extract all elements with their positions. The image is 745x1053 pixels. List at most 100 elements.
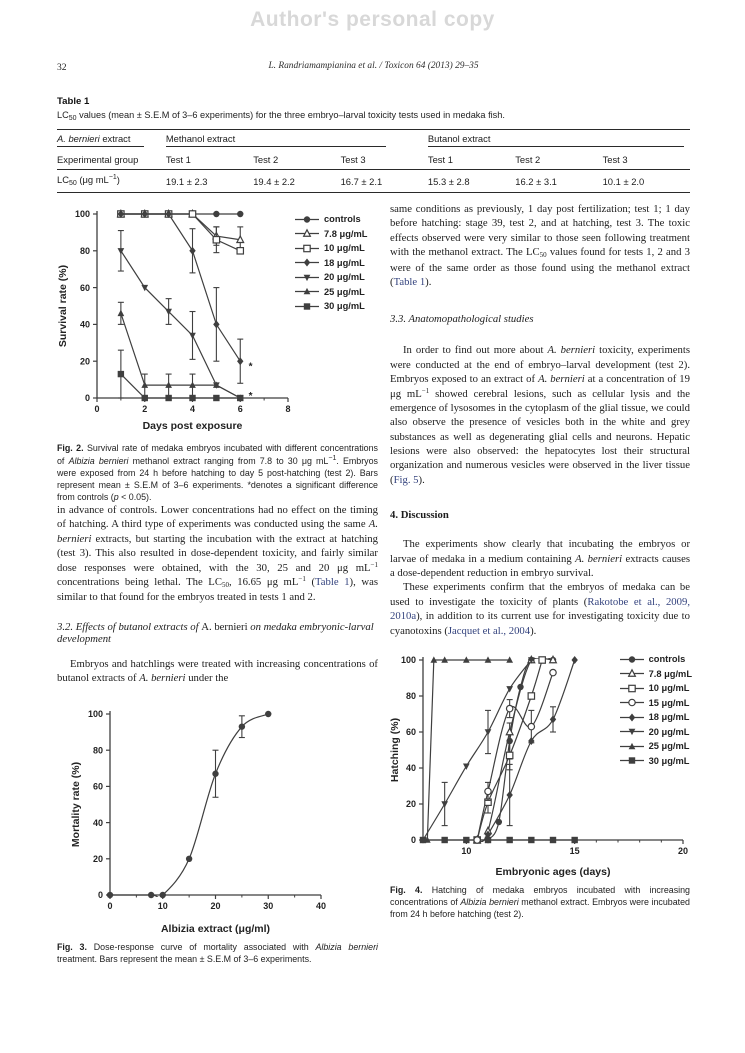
svg-text:80: 80 — [93, 745, 103, 755]
text-segment: These experiments confirm that the embry… — [390, 581, 690, 608]
svg-text:Survival rate (%): Survival rate (%) — [57, 265, 69, 347]
section-3-2-heading: 3.2. Effects of butanol extracts of A. b… — [57, 621, 378, 645]
text-segment: Albizia bernieri — [68, 456, 129, 467]
text-segment: , 16.65 μg mL — [228, 576, 299, 589]
section-4-heading: 4. Discussion — [390, 509, 449, 522]
legend-marker-icon — [295, 258, 319, 267]
text-segment: LC — [57, 174, 69, 185]
text-segment: ). — [425, 275, 432, 288]
fig3-chart: 0 20 40 60 80 100 0 10 20 30 40 Albizia extract (μg… — [57, 700, 378, 937]
svg-text:20: 20 — [678, 846, 688, 856]
legend-label: 25 μg/mL — [324, 286, 365, 297]
lc50-value-m1: 19.1 ± 2.3 — [165, 176, 208, 187]
svg-text:6: 6 — [238, 404, 243, 414]
text-segment: A. bernieri — [57, 133, 100, 144]
citation-link[interactable]: Jacquet et al., 2004 — [447, 624, 531, 637]
text-segment: values (mean ± S.E.M of 3–6 experiments)… — [76, 110, 505, 120]
text-segment: treatment. Bars represent the mean ± S.E… — [57, 953, 312, 964]
text-segment: extracts, but starting the incubation wi… — [57, 532, 378, 574]
svg-text:0: 0 — [107, 901, 112, 911]
text-segment: ) — [116, 174, 120, 185]
svg-text:Hatching (%): Hatching (%) — [390, 718, 401, 782]
citation-link[interactable]: Table 1 — [393, 275, 426, 288]
legend-label: 30 μg/mL — [648, 755, 690, 766]
text-segment: Fig. 2. — [57, 443, 84, 453]
text-segment: (μg mL — [76, 174, 109, 185]
text-segment: ). — [530, 624, 537, 637]
text-segment: showed cerebral lesions, such as cellula… — [390, 387, 690, 486]
legend-label: 7.8 μg/mL — [648, 668, 692, 679]
text-segment: < 0.05). — [118, 492, 152, 503]
legend-item: 10 μg/mL — [294, 241, 367, 256]
text-segment: Dose-response curve of mortality associa… — [86, 941, 316, 952]
text-segment: same conditions as previously, 1 day pos… — [390, 203, 690, 259]
col-header-test3-methanol: Test 3 — [340, 150, 428, 170]
legend-marker-icon — [295, 274, 319, 281]
svg-text:20: 20 — [80, 356, 90, 366]
text-segment: Hatching of medaka embryos incubated wit… — [390, 885, 690, 908]
svg-text:Mortality rate (%): Mortality rate (%) — [70, 762, 82, 847]
journal-citation: L. Randriamampianina et al. / Toxicon 64… — [268, 61, 479, 71]
lc50-value-b3: 10.1 ± 2.0 — [602, 176, 645, 187]
table1-section: Table 1 LC50 values (mean ± S.E.M of 3–6… — [57, 96, 690, 193]
text-segment: Fig. 3. — [57, 941, 87, 952]
legend-item: 20 μg/mL — [619, 725, 692, 740]
svg-text:60: 60 — [93, 781, 103, 791]
svg-text:40: 40 — [406, 763, 416, 773]
svg-text:100: 100 — [401, 655, 416, 665]
lc50-value-b1: 15.3 ± 2.8 — [427, 176, 470, 187]
legend-item: 7.8 μg/mL — [294, 227, 367, 242]
lc50-value-b2: 16.2 ± 3.1 — [515, 176, 557, 187]
text-segment: ). — [418, 473, 425, 486]
fig2-caption: Fig. 2. Survival rate of medaka embryos … — [57, 442, 378, 503]
legend-marker-icon — [619, 684, 644, 693]
text-segment: methanol extract ranging from 7.8 to 30 … — [128, 456, 329, 467]
col-header-test3-butanol: Test 3 — [602, 150, 690, 170]
col-header-test1-methanol: Test 1 — [165, 150, 254, 170]
paragraph-anatomopathology: In order to find out more about A. berni… — [390, 343, 690, 487]
text-segment: −1 — [421, 386, 430, 395]
svg-text:20: 20 — [210, 901, 220, 911]
citation-link[interactable]: Table 1 — [315, 576, 350, 589]
fig4-chart: 0 20 40 60 80 100 10 15 20 Embryonic ages (days) H… — [390, 650, 690, 880]
legend-item: 10 μg/mL — [619, 681, 692, 696]
svg-text:Days post exposure: Days post exposure — [143, 420, 243, 432]
citation-link[interactable]: Fig. 5 — [393, 473, 419, 486]
svg-text:80: 80 — [80, 246, 90, 256]
svg-text:30: 30 — [263, 901, 273, 911]
svg-text:8: 8 — [285, 404, 290, 414]
legend-item: 18 μg/mL — [619, 710, 692, 725]
paragraph-butanol-intro: Embryos and hatchlings were treated with… — [57, 657, 378, 686]
text-segment: extracts causes a dose-dependent reducti… — [390, 552, 690, 580]
col-header-test2-butanol: Test 2 — [515, 150, 603, 170]
citation-link[interactable]: Rakotobe et al., 2009, 2010a — [390, 595, 690, 623]
figure-2: 0 20 40 60 80 100 0 2 4 6 8 Days post exposure Survi… — [57, 202, 378, 434]
legend-marker-icon — [295, 228, 319, 238]
svg-text:20: 20 — [93, 854, 103, 864]
text-segment: p — [113, 492, 119, 503]
text-segment: extract — [99, 133, 131, 144]
legend-label: controls — [324, 214, 361, 225]
svg-text:60: 60 — [80, 283, 90, 293]
legend-label: 18 μg/mL — [648, 712, 690, 723]
text-segment: toxicity, experiments were conducted at … — [390, 344, 690, 386]
text-segment: at a concentration of 19 μg mL — [390, 373, 690, 400]
text-segment: In order to find out more about — [403, 344, 548, 357]
svg-text:80: 80 — [406, 691, 416, 701]
text-segment: A. bernieri — [575, 552, 623, 565]
text-segment: in advance of controls. Lower concentrat… — [57, 504, 378, 531]
legend-marker-icon — [619, 698, 644, 707]
legend-marker-icon — [619, 729, 644, 736]
legend-label: 30 μg/mL — [324, 301, 365, 312]
right-column: same conditions as previously, 1 day pos… — [390, 202, 692, 920]
text-segment: A. bernieri — [538, 373, 585, 386]
legend-item: controls — [619, 652, 692, 667]
text-segment: under the — [185, 672, 229, 685]
fig3-chart-svg: 0 20 40 60 80 100 0 10 20 30 40 Albizia extract (μg… — [70, 709, 326, 935]
svg-text:40: 40 — [316, 901, 326, 911]
legend-marker-icon — [619, 656, 644, 663]
paragraph-butanol-results: same conditions as previously, 1 day pos… — [390, 202, 690, 289]
text-segment: A. bernieri — [201, 620, 248, 633]
table1-label: Table 1 — [57, 96, 90, 107]
svg-text:Albizia extract (μg/ml): Albizia extract (μg/ml) — [161, 923, 270, 935]
